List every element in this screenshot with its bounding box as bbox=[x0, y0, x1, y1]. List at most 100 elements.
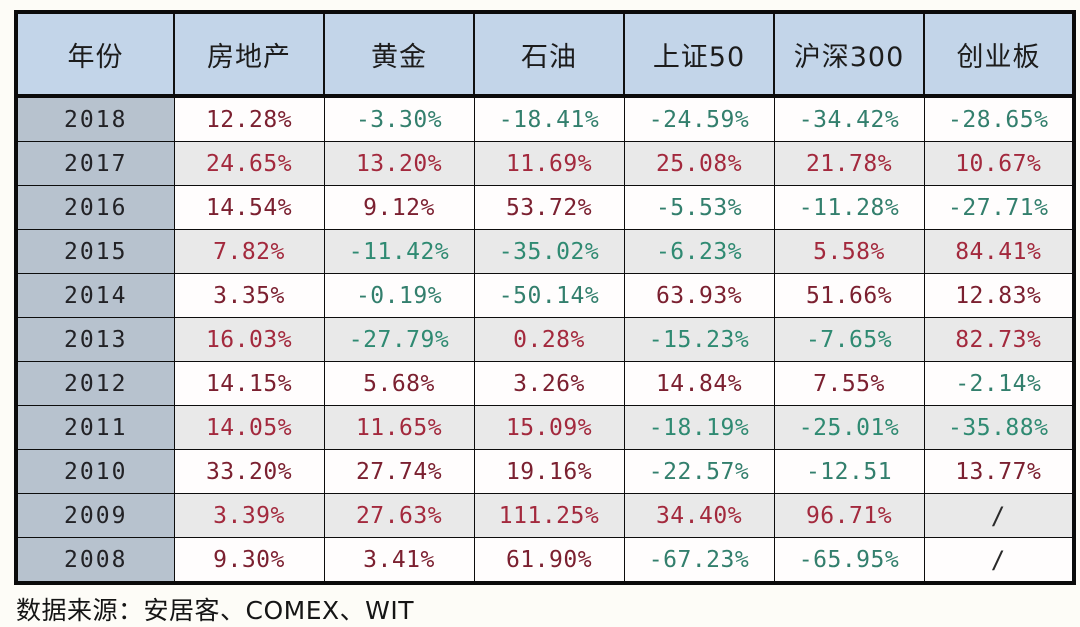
cell-value: 33.20% bbox=[173, 449, 325, 494]
cell-value: -50.14% bbox=[473, 273, 625, 318]
column-header-year: 年份 bbox=[16, 12, 175, 97]
cell-value: 82.73% bbox=[923, 317, 1074, 362]
table-row: 2018 12.28% -3.30% -18.41% -24.59% -34.42% -28… bbox=[16, 95, 1074, 142]
cell-value: -67.23% bbox=[623, 537, 775, 583]
cell-value: 24.65% bbox=[173, 141, 325, 186]
cell-year: 2017 bbox=[16, 141, 175, 186]
cell-value: -0.19% bbox=[323, 273, 475, 318]
table-row: 2009 3.39% 27.63% 111.25% 34.40% 96.71% / bbox=[16, 493, 1074, 538]
cell-value: -24.59% bbox=[623, 95, 775, 142]
table-row: 2017 24.65% 13.20% 11.69% 25.08% 21.78% 10.67% bbox=[16, 141, 1074, 186]
cell-value: -28.65% bbox=[923, 95, 1074, 142]
table-row: 2015 7.82% -11.42% -35.02% -6.23% 5.58% 84.41% bbox=[16, 229, 1074, 274]
cell-value: 84.41% bbox=[923, 229, 1074, 274]
cell-value: -15.23% bbox=[623, 317, 775, 362]
table-row: 2016 14.54% 9.12% 53.72% -5.53% -11.28% -27.71… bbox=[16, 185, 1074, 230]
cell-value: -18.19% bbox=[623, 405, 775, 450]
cell-year: 2013 bbox=[16, 317, 175, 362]
cell-value: 14.84% bbox=[623, 361, 775, 406]
cell-value: 25.08% bbox=[623, 141, 775, 186]
cell-value: -7.65% bbox=[773, 317, 925, 362]
cell-year: 2011 bbox=[16, 405, 175, 450]
cell-year: 2009 bbox=[16, 493, 175, 538]
table-row: 2013 16.03% -27.79% 0.28% -15.23% -7.65% 82.73… bbox=[16, 317, 1074, 362]
data-source-note: 数据来源：安居客、COMEX、WIT bbox=[16, 596, 414, 625]
cell-value: -2.14% bbox=[923, 361, 1074, 406]
cell-value: 13.77% bbox=[923, 449, 1074, 494]
cell-value: / bbox=[923, 537, 1074, 583]
cell-value: 12.83% bbox=[923, 273, 1074, 318]
cell-value: -11.28% bbox=[773, 185, 925, 230]
cell-value: 53.72% bbox=[473, 185, 625, 230]
table-row: 2014 3.35% -0.19% -50.14% 63.93% 51.66% 12.83% bbox=[16, 273, 1074, 318]
cell-value: -18.41% bbox=[473, 95, 625, 142]
cell-value: 21.78% bbox=[773, 141, 925, 186]
cell-value: 19.16% bbox=[473, 449, 625, 494]
cell-value: -25.01% bbox=[773, 405, 925, 450]
header-row: 年份 房地产 黄金 石油 上证50 沪深300 创业板 bbox=[16, 12, 1074, 97]
cell-value: 3.41% bbox=[323, 537, 475, 583]
cell-value: 14.05% bbox=[173, 405, 325, 450]
cell-year: 2008 bbox=[16, 537, 175, 583]
cell-value: / bbox=[923, 493, 1074, 538]
cell-value: -65.95% bbox=[773, 537, 925, 583]
table-row: 2011 14.05% 11.65% 15.09% -18.19% -25.01% -35.… bbox=[16, 405, 1074, 450]
cell-value: -35.88% bbox=[923, 405, 1074, 450]
cell-year: 2014 bbox=[16, 273, 175, 318]
cell-value: -34.42% bbox=[773, 95, 925, 142]
cell-value: -5.53% bbox=[623, 185, 775, 230]
cell-value: -3.30% bbox=[323, 95, 475, 142]
cell-value: 111.25% bbox=[473, 493, 625, 538]
table-row: 2008 9.30% 3.41% 61.90% -67.23% -65.95% / bbox=[16, 537, 1074, 583]
cell-value: 34.40% bbox=[623, 493, 775, 538]
cell-value: -11.42% bbox=[323, 229, 475, 274]
cell-value: 9.30% bbox=[173, 537, 325, 583]
cell-value: 12.28% bbox=[173, 95, 325, 142]
cell-value: 3.26% bbox=[473, 361, 625, 406]
cell-year: 2016 bbox=[16, 185, 175, 230]
cell-value: 10.67% bbox=[923, 141, 1074, 186]
table-row: 2010 33.20% 27.74% 19.16% -22.57% -12.51 13.77… bbox=[16, 449, 1074, 494]
table-header: 年份 房地产 黄金 石油 上证50 沪深300 创业板 bbox=[16, 12, 1074, 97]
column-header-realestate: 房地产 bbox=[173, 12, 325, 97]
cell-year: 2018 bbox=[16, 95, 175, 142]
cell-year: 2012 bbox=[16, 361, 175, 406]
cell-year: 2015 bbox=[16, 229, 175, 274]
cell-value: 14.15% bbox=[173, 361, 325, 406]
asset-returns-table: 年份 房地产 黄金 石油 上证50 沪深300 创业板 2018 12.28% -3… bbox=[14, 10, 1076, 585]
cell-value: 27.74% bbox=[323, 449, 475, 494]
column-header-sse50: 上证50 bbox=[623, 12, 775, 97]
column-header-chinext: 创业板 bbox=[923, 12, 1074, 97]
cell-value: 61.90% bbox=[473, 537, 625, 583]
cell-value: 11.65% bbox=[323, 405, 475, 450]
cell-value: -6.23% bbox=[623, 229, 775, 274]
cell-value: 7.55% bbox=[773, 361, 925, 406]
column-header-oil: 石油 bbox=[473, 12, 625, 97]
cell-value: 16.03% bbox=[173, 317, 325, 362]
cell-value: 5.58% bbox=[773, 229, 925, 274]
cell-value: 27.63% bbox=[323, 493, 475, 538]
cell-value: 5.68% bbox=[323, 361, 475, 406]
cell-value: 13.20% bbox=[323, 141, 475, 186]
cell-value: 51.66% bbox=[773, 273, 925, 318]
cell-value: 11.69% bbox=[473, 141, 625, 186]
cell-value: -22.57% bbox=[623, 449, 775, 494]
cell-value: -27.71% bbox=[923, 185, 1074, 230]
table-body: 2018 12.28% -3.30% -18.41% -24.59% -34.42% -28… bbox=[16, 95, 1074, 583]
cell-value: 63.93% bbox=[623, 273, 775, 318]
cell-value: -35.02% bbox=[473, 229, 625, 274]
cell-value: 96.71% bbox=[773, 493, 925, 538]
cell-year: 2010 bbox=[16, 449, 175, 494]
cell-value: 15.09% bbox=[473, 405, 625, 450]
cell-value: 9.12% bbox=[323, 185, 475, 230]
cell-value: 14.54% bbox=[173, 185, 325, 230]
cell-value: -27.79% bbox=[323, 317, 475, 362]
cell-value: -12.51 bbox=[773, 449, 925, 494]
cell-value: 3.35% bbox=[173, 273, 325, 318]
table-row: 2012 14.15% 5.68% 3.26% 14.84% 7.55% -2.14% bbox=[16, 361, 1074, 406]
cell-value: 7.82% bbox=[173, 229, 325, 274]
column-header-gold: 黄金 bbox=[323, 12, 475, 97]
cell-value: 0.28% bbox=[473, 317, 625, 362]
column-header-csi300: 沪深300 bbox=[773, 12, 925, 97]
